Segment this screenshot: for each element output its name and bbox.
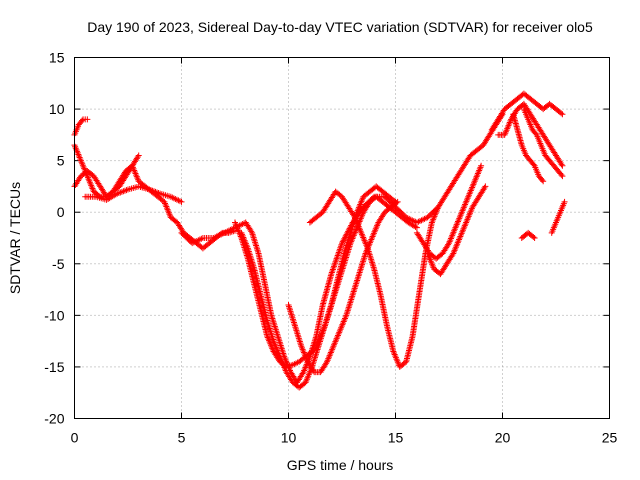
data-point [135,152,142,159]
y-tick-label: -20 [44,411,64,427]
axis-ticks: 0 5 10 15 20 25 -20 -15 -10 -5 0 5 10 15 [44,50,617,446]
data-point [530,233,537,240]
series-arc-7 [232,183,399,370]
x-tick-label: 25 [602,430,618,446]
x-tick-label: 20 [495,430,511,446]
data-point [482,183,489,190]
y-tick-label: 10 [49,101,65,117]
x-tick-label: 10 [281,430,297,446]
plot-frame [74,57,610,419]
series-arc-8 [285,198,401,376]
data-point [310,367,317,374]
x-axis-label: GPS time / hours [287,457,394,473]
data-point [413,224,420,231]
series-arc-3 [71,142,142,200]
data-point [558,171,565,178]
y-tick-label: 15 [49,50,65,66]
y-tick-label: -5 [52,256,65,272]
series-arc-14 [510,111,547,185]
data-point [530,161,537,168]
series-arc-17 [548,198,568,236]
series-arc-13 [495,100,566,169]
data-point [394,198,401,205]
y-tick-label: -10 [44,307,64,323]
series-arc-10 [424,183,489,278]
data-point [559,111,566,118]
data-point [561,198,568,205]
series-arc-9 [306,111,506,370]
y-tick-label: 5 [57,153,65,169]
data-point [540,178,547,185]
series-arc-11 [413,162,485,262]
data-point [299,370,306,377]
data-point [393,199,400,206]
data-point [248,228,255,235]
data-point [84,116,91,123]
data-marks [71,90,568,391]
y-axis-label: SDTVAR / TECUs [7,182,23,294]
x-tick-label: 15 [388,430,404,446]
x-tick-label: 5 [178,430,186,446]
data-point [449,251,456,258]
data-point [323,360,330,367]
data-point [478,162,485,169]
data-point [412,223,419,230]
data-point [532,130,539,137]
data-point [134,153,141,160]
series-arc-4 [82,183,185,205]
data-point [559,162,566,169]
data-point [445,241,452,248]
data-point [531,235,538,241]
data-point [558,110,565,117]
chart-title: Day 190 of 2023, Sidereal Day-to-day VTE… [87,19,593,35]
data-point [539,176,546,183]
data-point [481,184,488,191]
y-tick-label: -15 [44,359,64,375]
data-point [559,173,566,180]
data-point [558,161,565,168]
data-point [178,198,185,205]
series-arc-16 [518,229,538,241]
data-point [78,117,85,124]
data-point [350,212,357,219]
data-point [314,339,321,346]
series-arc-12 [488,90,566,133]
y-tick-label: 0 [57,204,65,220]
series-arc-15 [520,106,566,180]
x-tick-label: 0 [71,430,79,446]
